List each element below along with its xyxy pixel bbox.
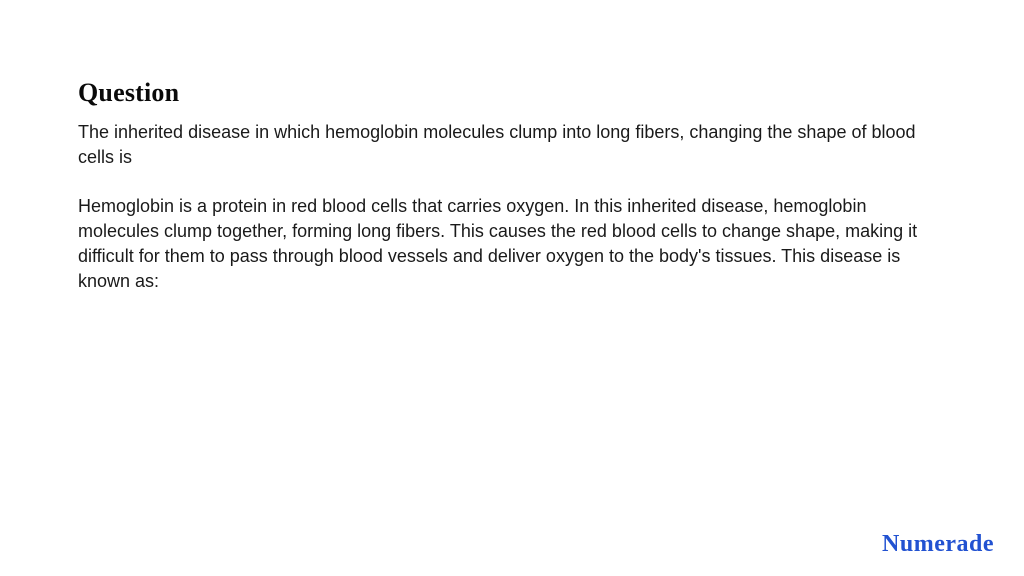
question-heading: Question <box>78 78 946 108</box>
paragraph-gap <box>78 170 946 194</box>
question-explanation: Hemoglobin is a protein in red blood cel… <box>78 194 946 294</box>
page: Question The inherited disease in which … <box>0 0 1024 576</box>
question-prompt: The inherited disease in which hemoglobi… <box>78 120 946 170</box>
numerade-logo: Numerade <box>882 531 994 558</box>
content-area: Question The inherited disease in which … <box>0 0 1024 294</box>
